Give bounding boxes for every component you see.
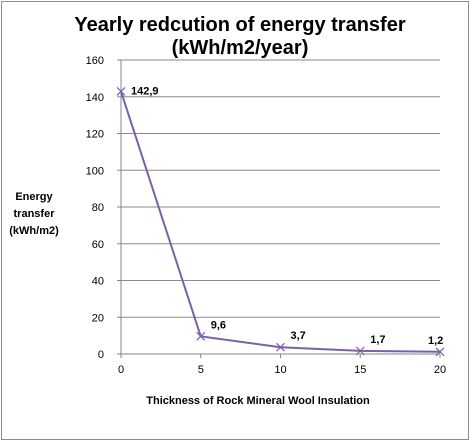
x-tick-labels: 0 5 10 15 20 [118, 364, 446, 376]
series-group [116, 86, 445, 357]
marker-stroke-b [355, 346, 365, 356]
y-tick-label-4: 80 [92, 202, 104, 214]
y-tick-label-5: 100 [86, 165, 104, 177]
data-label-0: 142,9 [131, 85, 159, 97]
y-axis-title-line-3: (kWh/m2) [9, 225, 59, 237]
gridlines [117, 59, 441, 358]
data-label-3: 1,7 [370, 334, 385, 346]
data-label-2: 3,7 [291, 330, 306, 342]
marker-stroke-b [196, 331, 206, 341]
y-tick-label-3: 60 [92, 239, 104, 251]
chart-title-line-1: Yearly redcution of energy transfer [74, 14, 405, 36]
x-tick-label-0: 0 [118, 364, 124, 376]
series-line-0 [120, 91, 441, 353]
y-tick-label-7: 140 [86, 92, 104, 104]
x-tick-label-3: 15 [354, 364, 366, 376]
chart-title-line-2: (kWh/m2/year) [172, 37, 309, 59]
data-label-1: 9,6 [211, 319, 226, 331]
y-tick-label-1: 20 [92, 312, 104, 324]
data-label-4: 1,2 [428, 335, 443, 347]
data-labels: 142,9 9,6 3,7 1,7 1,2 [131, 85, 443, 346]
y-tick-label-8: 160 [86, 55, 104, 67]
x-axis-title: Thickness of Rock Mineral Wool Insulatio… [146, 395, 370, 407]
data-point-marker-1 [196, 331, 206, 341]
y-tick-label-2: 40 [92, 276, 104, 288]
data-point-marker-0 [116, 86, 126, 96]
marker-stroke-b [276, 342, 285, 352]
data-point-marker-4 [435, 347, 445, 357]
data-point-marker-3 [355, 346, 365, 356]
y-tick-labels: 0 20 40 60 80 100 120 140 160 [86, 55, 104, 361]
x-tick-label-4: 20 [434, 364, 446, 376]
y-tick-label-0: 0 [98, 349, 104, 361]
data-point-marker-2 [276, 342, 285, 352]
y-axis-title-line-2: transfer [14, 208, 56, 220]
y-tick-label-6: 120 [86, 129, 104, 141]
x-tick-label-2: 10 [274, 364, 286, 376]
y-axis-title-line-1: Energy [15, 191, 53, 203]
x-tick-label-1: 5 [198, 364, 204, 376]
marker-stroke-b [116, 86, 126, 96]
marker-stroke-b [435, 347, 445, 357]
